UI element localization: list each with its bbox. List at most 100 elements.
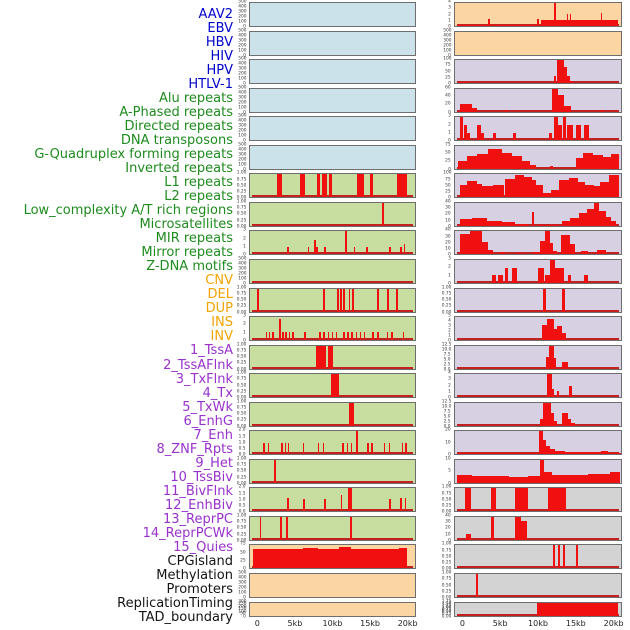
track-label: HTLV-1 bbox=[188, 77, 233, 93]
y-tick-label: 0.75 bbox=[236, 462, 246, 468]
signal-bar bbox=[471, 475, 509, 483]
signal-bar bbox=[456, 24, 539, 26]
signal-bar bbox=[285, 332, 287, 341]
y-tick-label: 100 bbox=[237, 47, 246, 53]
y-tick-label: 0.75 bbox=[236, 290, 246, 296]
signal-bar bbox=[548, 132, 552, 141]
signal-bar bbox=[571, 422, 575, 426]
y-axis-ticks: 1.00 0.75 0.50 0.25 0.00 bbox=[224, 456, 247, 485]
signal-bar bbox=[370, 174, 374, 198]
signal-bar bbox=[287, 497, 289, 512]
signal-bar bbox=[508, 477, 529, 483]
y-axis-ticks: 2.0 1.5 1.0 0.5 0.0 bbox=[224, 428, 247, 458]
track-plot-DNA transposons bbox=[249, 258, 416, 284]
y-tick-label: 200 bbox=[237, 271, 246, 277]
signal-bar bbox=[351, 288, 354, 312]
signal-bar bbox=[542, 192, 552, 198]
signal-bar bbox=[327, 345, 333, 369]
signal-bar bbox=[600, 182, 610, 198]
y-tick-label: 0.0 bbox=[239, 452, 246, 458]
y-axis-ticks: 1.75 1.50 1.25 1.00 0.75 0.50 0.25 0.00 bbox=[429, 599, 452, 619]
y-tick-label: 100 bbox=[237, 76, 246, 82]
signal-bar bbox=[538, 431, 544, 455]
y-tick-label: 40 bbox=[445, 198, 451, 205]
y-tick-label: 0.00 bbox=[236, 195, 246, 201]
y-axis-ticks: 1.00 0.75 0.50 0.25 0.00 bbox=[224, 199, 247, 228]
track-plot-Directed repeats bbox=[249, 230, 416, 256]
signal-bar bbox=[372, 332, 374, 341]
y-tick-label: 100 bbox=[237, 104, 246, 110]
signal-bar bbox=[466, 156, 477, 169]
signal-bar bbox=[322, 174, 328, 198]
signal-bar bbox=[335, 332, 338, 341]
signal-bar bbox=[405, 442, 407, 455]
signal-bar bbox=[547, 374, 552, 398]
y-tick-label: 0.75 bbox=[236, 176, 246, 182]
y-tick-label: 1.00 bbox=[236, 513, 246, 519]
signal-baseline bbox=[456, 138, 620, 141]
signal-baseline bbox=[251, 509, 414, 512]
y-tick-label: 3 bbox=[243, 313, 246, 319]
y-tick-label: 30 bbox=[445, 519, 451, 525]
signal-bar bbox=[371, 442, 373, 455]
track-plot-L1 repeats bbox=[249, 344, 416, 370]
track-label: INS bbox=[211, 315, 233, 331]
y-tick-label: 40 bbox=[445, 227, 451, 233]
signal-bar bbox=[586, 208, 594, 226]
signal-bar bbox=[403, 243, 406, 255]
y-tick-label: 500 bbox=[237, 141, 246, 147]
y-tick-label: 4 bbox=[448, 0, 451, 5]
signal-baseline bbox=[456, 366, 620, 369]
y-tick-label: 25 bbox=[240, 558, 246, 564]
y-axis-ticks: 1.00 0.75 0.50 0.25 0.00 bbox=[429, 570, 452, 599]
y-tick-label: 2 bbox=[448, 382, 451, 388]
track-plot-7_Enh bbox=[454, 230, 622, 256]
signal-bar bbox=[465, 534, 471, 540]
y-tick-label: 75 bbox=[240, 541, 246, 547]
track-label: HPV bbox=[206, 63, 233, 79]
signal-bar bbox=[553, 328, 558, 341]
signal-bar bbox=[538, 224, 559, 226]
signal-bar bbox=[609, 472, 620, 483]
y-tick-label: 1.0 bbox=[239, 496, 246, 503]
signal-bar bbox=[514, 175, 524, 198]
y-tick-label: 50 bbox=[445, 68, 451, 74]
track-label: 7_Enh bbox=[193, 427, 233, 443]
signal-bar bbox=[552, 250, 558, 255]
signal-bar bbox=[456, 474, 472, 483]
track-plot-Z-DNA motifs bbox=[249, 515, 416, 541]
y-tick-label: 0.5 bbox=[239, 503, 246, 509]
signal-bar bbox=[327, 332, 330, 341]
y-axis-ticks: 500 400 300 200 100 0 bbox=[224, 256, 247, 285]
signal-bar bbox=[567, 418, 572, 426]
x-tick-label: 20kb bbox=[603, 619, 624, 628]
y-tick-label: 0.0 bbox=[444, 366, 451, 372]
signal-bar bbox=[544, 231, 550, 255]
signal-bar bbox=[350, 442, 353, 455]
track-label: Alu repeats bbox=[158, 91, 233, 107]
x-tick-label: 0 bbox=[254, 619, 260, 628]
track-plot-4_Tx bbox=[454, 144, 622, 170]
x-tick-label: 15kb bbox=[360, 619, 381, 628]
y-tick-label: 400 bbox=[237, 32, 246, 38]
y-tick-label: 400 bbox=[237, 261, 246, 267]
y-tick-label: 0.00 bbox=[441, 613, 451, 619]
y-tick-label: 200 bbox=[237, 603, 246, 609]
signal-bar bbox=[395, 288, 398, 312]
signal-bar bbox=[400, 497, 402, 512]
y-tick-label: 1 bbox=[243, 244, 246, 250]
track-plot-AAV2 bbox=[249, 2, 416, 27]
y-axis-ticks: 300 250 200 150 100 50 0 bbox=[224, 599, 247, 618]
y-tick-label: 1.5 bbox=[239, 490, 246, 496]
y-tick-label: 60 bbox=[445, 84, 451, 90]
signal-bar bbox=[554, 117, 558, 141]
signal-bar bbox=[528, 475, 541, 483]
signal-baseline bbox=[251, 452, 414, 455]
signal-bar bbox=[319, 332, 321, 341]
signal-bar bbox=[562, 362, 568, 369]
y-axis-ticks: 1.00 0.75 0.50 0.25 0.00 bbox=[224, 342, 247, 371]
signal-bar bbox=[316, 345, 326, 369]
